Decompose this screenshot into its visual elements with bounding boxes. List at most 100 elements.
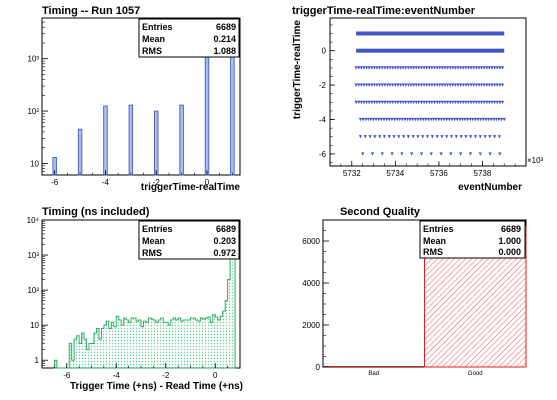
timing-ticks: -6 -4 -2 0 10 10² 10³	[27, 17, 233, 187]
scatter-point	[393, 66, 397, 70]
scatter-point	[486, 117, 491, 122]
scatter-point	[485, 66, 489, 70]
timing-ns-stat-label: Entries	[142, 224, 173, 234]
timing-ns-y-tick-label: 10⁴	[27, 216, 40, 225]
scatter-point	[354, 66, 358, 70]
scatter-point	[449, 152, 453, 156]
scatter-point	[479, 100, 484, 105]
scatter-point	[380, 66, 384, 70]
scatter-point	[439, 117, 444, 122]
scatter-point	[445, 135, 449, 139]
scatter-point	[473, 135, 478, 139]
scatter-point	[402, 135, 406, 139]
scatter-point	[362, 100, 366, 105]
scatter-point	[432, 100, 437, 105]
scatter-point	[387, 135, 391, 139]
scatter-point	[435, 135, 439, 139]
scatter-point	[397, 135, 401, 139]
quality-stat-value: 0.000	[498, 247, 521, 257]
scatter-point	[448, 66, 452, 70]
scatter-point	[358, 135, 363, 139]
scatter-point	[451, 83, 455, 87]
scatter-point	[422, 100, 426, 105]
scatter-frame	[329, 17, 527, 167]
scatter-point	[375, 66, 379, 70]
scatter-point	[396, 100, 400, 105]
scatter-point	[443, 66, 447, 70]
scatter-point	[364, 117, 368, 122]
scatter-point	[364, 66, 369, 70]
timing-x-tick-label: -2	[153, 178, 161, 187]
scatter-x-tick-label: 5732	[343, 169, 361, 178]
scatter-point	[449, 135, 454, 139]
panel-scatter: triggerTime-realTime:eventNumber 5732 573…	[292, 5, 544, 193]
timing-bar	[179, 104, 184, 176]
scatter-point	[363, 135, 367, 139]
scatter-point	[409, 83, 413, 87]
scatter-point	[368, 135, 372, 139]
scatter-point	[385, 66, 390, 70]
scatter-point	[489, 117, 493, 122]
scatter-point	[425, 83, 429, 87]
timing-ns-xlabel: Trigger Time (+ns) - Read Time (+ns)	[70, 381, 243, 392]
scatter-point	[419, 100, 424, 105]
scatter-point	[487, 66, 492, 70]
scatter-point	[411, 135, 415, 139]
scatter-point	[435, 100, 439, 105]
scatter-point	[483, 135, 487, 139]
scatter-point	[477, 66, 481, 70]
scatter-point	[425, 66, 429, 70]
quality-stat-label: Entries	[423, 224, 454, 234]
scatter-point	[412, 66, 416, 70]
scatter-point	[477, 100, 481, 105]
scatter-point	[358, 117, 363, 122]
scatter-point	[370, 66, 374, 70]
scatter-x-exponent: ×10³	[527, 156, 544, 165]
scatter-point	[482, 100, 486, 105]
scatter-point	[430, 83, 434, 87]
scatter-point	[478, 135, 482, 139]
scatter-point	[437, 117, 441, 122]
scatter-point	[450, 117, 454, 122]
timing-ns-x-tick-label: -6	[63, 371, 71, 380]
timing-ns-marks	[53, 237, 236, 369]
scatter-point	[446, 66, 450, 70]
scatter-point	[488, 135, 492, 139]
scatter-point	[490, 100, 494, 105]
scatter-point	[440, 100, 444, 105]
scatter-point	[391, 100, 395, 105]
timing-y-tick-label: 10²	[27, 107, 39, 116]
scatter-point	[498, 100, 502, 105]
timing-bar	[154, 110, 159, 176]
timing-ns-y-tick-label: 10²	[27, 286, 39, 295]
scatter-point	[429, 117, 433, 122]
scatter-point	[419, 117, 423, 122]
quality-category-label: Good	[468, 371, 483, 377]
scatter-point	[495, 66, 499, 70]
scatter-point	[359, 83, 363, 87]
quality-stat-value: 1.000	[498, 236, 521, 246]
scatter-point	[427, 83, 431, 87]
scatter-point	[382, 117, 386, 122]
scatter-point	[410, 152, 414, 156]
scatter-point	[432, 66, 437, 70]
scatter-point	[411, 117, 415, 122]
scatter-point	[474, 100, 478, 105]
timing-ns-x-tick-label: -4	[113, 371, 121, 380]
scatter-point	[438, 100, 442, 105]
scatter-point	[372, 100, 377, 105]
scatter-point	[472, 100, 476, 105]
scatter-point	[398, 66, 403, 70]
scatter-point	[378, 100, 382, 105]
timing-ns-histogram	[53, 237, 236, 369]
scatter-x-tick-label: 5734	[386, 169, 404, 178]
scatter-point	[417, 100, 421, 105]
scatter-point	[419, 152, 424, 156]
scatter-point	[498, 152, 502, 156]
timing-ns-stats-box: Entries 6689 Mean 0.203 RMS 0.972	[138, 220, 240, 260]
quality-y-tick-label: 4000	[302, 279, 320, 288]
scatter-point	[364, 100, 369, 105]
timing-ns-stat-value: 0.203	[213, 236, 236, 246]
timing-stat-value: 1.088	[213, 46, 236, 56]
scatter-point	[463, 117, 467, 122]
